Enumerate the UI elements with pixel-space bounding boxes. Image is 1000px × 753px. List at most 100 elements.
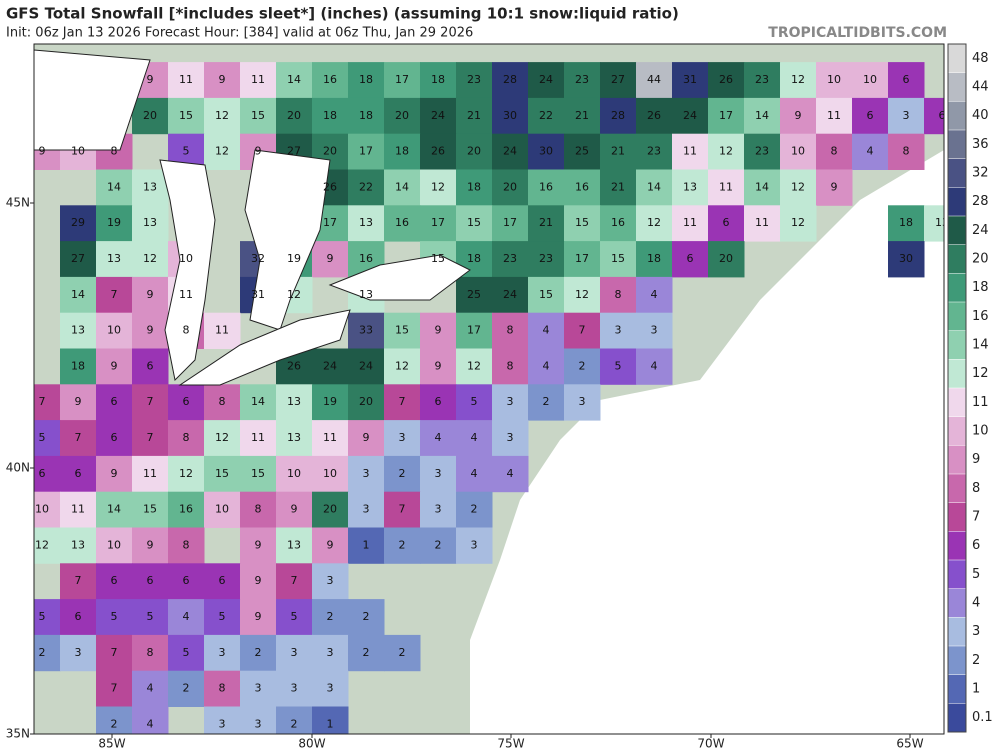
snow-cell — [492, 169, 529, 206]
snow-value: 16 — [179, 503, 193, 516]
snow-value: 4 — [471, 431, 478, 444]
snow-value: 11 — [251, 431, 265, 444]
snow-cell — [204, 491, 241, 528]
snow-value: 9 — [255, 145, 262, 158]
snow-value: 17 — [431, 216, 445, 229]
snow-cell — [780, 97, 817, 135]
snow-cell — [34, 455, 61, 493]
snow-value: 11 — [179, 73, 193, 86]
snow-cell — [312, 241, 349, 278]
snow-cell — [168, 455, 205, 493]
snow-cell — [276, 599, 313, 636]
snow-value: 18 — [647, 252, 661, 265]
snow-value: 24 — [503, 288, 517, 301]
snow-cell — [528, 133, 565, 170]
snow-cell — [348, 97, 385, 135]
snow-value: 10 — [179, 252, 193, 265]
snow-cell — [456, 312, 493, 349]
snow-cell — [60, 455, 97, 493]
snow-value: 23 — [575, 73, 589, 86]
snow-cell — [708, 133, 745, 170]
snow-value: 10 — [827, 73, 841, 86]
snow-cell — [168, 384, 205, 421]
snow-value: 20 — [719, 252, 733, 265]
snow-cell — [636, 348, 673, 385]
snow-value: 8 — [255, 503, 262, 516]
snow-cell — [34, 384, 61, 421]
snow-cell — [888, 133, 925, 170]
snow-cell — [168, 420, 205, 457]
snow-cell — [636, 276, 673, 314]
colorbar-swatch — [947, 588, 967, 619]
snow-value: 9 — [435, 359, 442, 372]
snow-value: 6 — [111, 395, 118, 408]
snow-cell — [564, 241, 601, 278]
snow-value: 4 — [867, 145, 874, 158]
snow-cell — [744, 62, 781, 99]
snow-value: 9 — [363, 431, 370, 444]
snow-value: 6 — [723, 216, 730, 229]
snow-cell — [564, 348, 601, 385]
snow-value: 12 — [467, 359, 481, 372]
snow-cell — [600, 133, 637, 170]
snow-value: 17 — [323, 216, 337, 229]
snow-value: 5 — [147, 610, 154, 623]
snow-cell — [708, 97, 745, 135]
snow-cell — [564, 312, 601, 349]
snow-value: 24 — [323, 359, 337, 372]
snow-value: 2 — [255, 646, 262, 659]
snow-cell — [276, 62, 313, 99]
snow-cell — [528, 348, 565, 385]
snow-value: 24 — [683, 109, 697, 122]
colorbar-label: 3 — [972, 624, 980, 639]
snow-value: 16 — [539, 180, 553, 193]
snow-cell — [276, 706, 313, 734]
snow-cell — [348, 169, 385, 206]
snow-cell — [456, 133, 493, 170]
snow-value: 11 — [179, 288, 193, 301]
snow-value: 19 — [107, 216, 121, 229]
snow-value: 7 — [147, 395, 154, 408]
snow-value: 19 — [287, 252, 301, 265]
snow-cell — [600, 97, 637, 135]
snow-value: 2 — [471, 503, 478, 516]
snow-cell — [492, 312, 529, 349]
snow-cell — [420, 169, 457, 206]
snow-cell — [312, 670, 349, 707]
snow-cell — [60, 491, 97, 528]
snow-cell — [204, 62, 241, 99]
snow-cell — [384, 455, 421, 493]
snow-cell — [492, 97, 529, 135]
snow-value: 3 — [327, 646, 334, 659]
snow-value: 15 — [467, 216, 481, 229]
lake-ontario — [328, 254, 471, 301]
snow-cell — [348, 420, 385, 457]
snow-cell — [384, 312, 421, 349]
snow-value: 10 — [323, 467, 337, 480]
snow-value: 7 — [75, 431, 82, 444]
title: GFS Total Snowfall [*includes sleet*] (i… — [6, 5, 679, 23]
snow-cell — [600, 312, 637, 349]
snow-cell — [276, 455, 313, 493]
snow-value: 12 — [575, 288, 589, 301]
snow-cell — [564, 97, 601, 135]
snow-cell — [96, 491, 133, 528]
snow-value: 9 — [147, 324, 154, 337]
snow-cell — [888, 97, 925, 135]
snow-value: 2 — [291, 717, 298, 730]
snow-value: 10 — [107, 324, 121, 337]
snow-cell — [276, 420, 313, 457]
snow-cell — [888, 241, 925, 278]
snow-value: 17 — [719, 109, 733, 122]
snow-value: 8 — [111, 145, 118, 158]
snow-cell — [132, 563, 169, 600]
snow-value: 5 — [471, 395, 478, 408]
snow-cell — [204, 97, 241, 135]
snow-value: 13 — [359, 216, 373, 229]
lon-label: 85W — [98, 737, 125, 751]
snow-value: 15 — [143, 503, 157, 516]
snow-cell — [492, 455, 529, 493]
snow-cell — [60, 312, 97, 349]
snow-value: 26 — [647, 109, 661, 122]
snow-cell — [528, 384, 565, 421]
